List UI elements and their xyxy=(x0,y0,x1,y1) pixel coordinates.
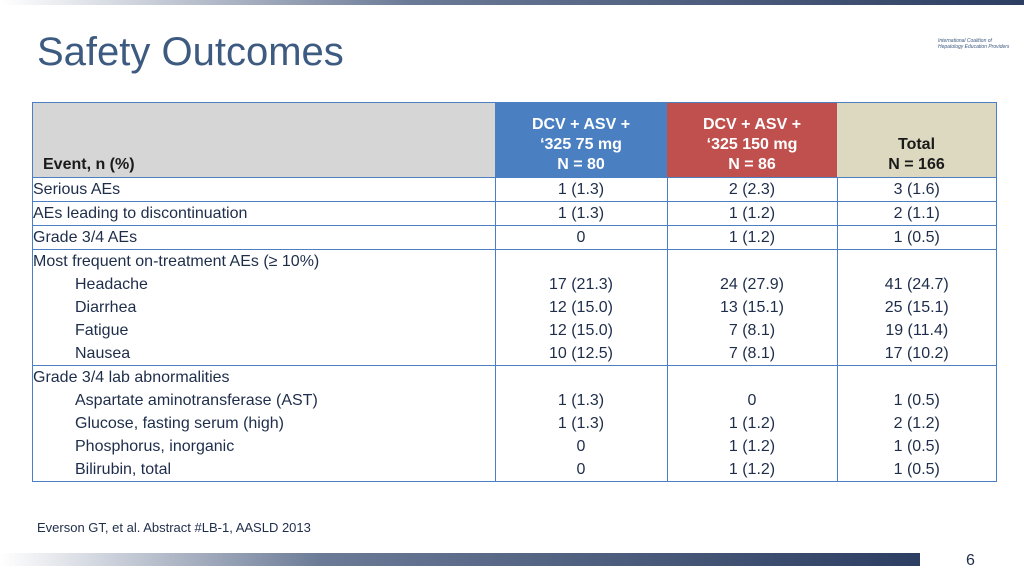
row-value-b xyxy=(666,365,838,389)
bottom-accent-bar xyxy=(0,553,920,566)
table-row: Fatigue 12 (15.0) 7 (8.1) 19 (11.4) xyxy=(32,319,997,342)
row-event: Fatigue xyxy=(32,319,496,342)
row-value-a: 1 (1.3) xyxy=(494,412,668,435)
row-value-total: 19 (11.4) xyxy=(836,319,997,342)
header-dcv-150mg: DCV + ASV + ‘325 150 mg N = 86 xyxy=(667,102,837,178)
row-event: Nausea xyxy=(32,342,496,366)
row-event: AEs leading to discontinuation xyxy=(32,201,496,226)
row-value-b: 1 (1.2) xyxy=(666,201,838,226)
row-value-a: 1 (1.3) xyxy=(494,177,668,202)
header-dcv-75mg-line2: ‘325 75 mg xyxy=(540,136,622,153)
row-value-a: 0 xyxy=(494,225,668,250)
row-value-total: 2 (1.2) xyxy=(836,412,997,435)
table-row: Aspartate aminotransferase (AST) 1 (1.3)… xyxy=(32,389,997,412)
row-event: Glucose, fasting serum (high) xyxy=(32,412,496,435)
row-value-b: 13 (15.1) xyxy=(666,296,838,319)
organization-logo: International Coalition of Hepatology Ed… xyxy=(938,38,1010,50)
row-event: Bilirubin, total xyxy=(32,458,496,482)
row-value-b: 1 (1.2) xyxy=(666,225,838,250)
row-value-a: 12 (15.0) xyxy=(494,319,668,342)
top-accent-bar xyxy=(0,0,1024,5)
row-value-b: 1 (1.2) xyxy=(666,435,838,458)
row-event: Most frequent on-treatment AEs (≥ 10%) xyxy=(32,249,496,273)
header-total: Total N = 166 xyxy=(837,102,997,178)
row-value-a xyxy=(494,249,668,273)
row-value-total: 2 (1.1) xyxy=(836,201,997,226)
table-row: Grade 3/4 lab abnormalities xyxy=(32,365,997,389)
row-value-total: 1 (0.5) xyxy=(836,389,997,412)
row-value-total: 41 (24.7) xyxy=(836,273,997,296)
row-value-a: 17 (21.3) xyxy=(494,273,668,296)
row-value-total: 1 (0.5) xyxy=(836,458,997,482)
table-row: Glucose, fasting serum (high) 1 (1.3) 1 … xyxy=(32,412,997,435)
row-value-total: 1 (0.5) xyxy=(836,225,997,250)
row-value-a: 12 (15.0) xyxy=(494,296,668,319)
header-dcv-150mg-line1: DCV + ASV + xyxy=(702,116,802,133)
row-value-b xyxy=(666,249,838,273)
table-row: Diarrhea 12 (15.0) 13 (15.1) 25 (15.1) xyxy=(32,296,997,319)
header-total-line1: Total xyxy=(897,136,936,153)
row-value-total: 1 (0.5) xyxy=(836,435,997,458)
row-value-total xyxy=(836,249,997,273)
header-dcv-75mg: DCV + ASV + ‘325 75 mg N = 80 xyxy=(495,102,667,178)
table-row: Most frequent on-treatment AEs (≥ 10%) xyxy=(32,249,997,273)
row-event: Grade 3/4 AEs xyxy=(32,225,496,250)
table-row: Grade 3/4 AEs 0 1 (1.2) 1 (0.5) xyxy=(32,225,997,250)
row-value-b: 7 (8.1) xyxy=(666,342,838,366)
row-event: Phosphorus, inorganic xyxy=(32,435,496,458)
row-value-b: 1 (1.2) xyxy=(666,412,838,435)
page-number: 6 xyxy=(966,552,975,569)
row-value-total: 17 (10.2) xyxy=(836,342,997,366)
row-event: Headache xyxy=(32,273,496,296)
row-event: Serious AEs xyxy=(32,177,496,202)
slide-title: Safety Outcomes xyxy=(37,30,344,74)
row-value-a: 1 (1.3) xyxy=(494,201,668,226)
table-row: Headache 17 (21.3) 24 (27.9) 41 (24.7) xyxy=(32,273,997,296)
row-value-total xyxy=(836,365,997,389)
table-row: AEs leading to discontinuation 1 (1.3) 1… xyxy=(32,201,997,226)
row-value-total: 3 (1.6) xyxy=(836,177,997,202)
row-value-a: 0 xyxy=(494,435,668,458)
safety-outcomes-table: Event, n (%) DCV + ASV + ‘325 75 mg N = … xyxy=(32,102,997,482)
table-row: Bilirubin, total 0 1 (1.2) 1 (0.5) xyxy=(32,458,997,482)
row-value-total: 25 (15.1) xyxy=(836,296,997,319)
table-header-row: Event, n (%) DCV + ASV + ‘325 75 mg N = … xyxy=(32,102,997,178)
row-value-a: 1 (1.3) xyxy=(494,389,668,412)
header-event: Event, n (%) xyxy=(32,102,495,178)
table-row: Nausea 10 (12.5) 7 (8.1) 17 (10.2) xyxy=(32,342,997,366)
row-value-a xyxy=(494,365,668,389)
table-row: Serious AEs 1 (1.3) 2 (2.3) 3 (1.6) xyxy=(32,177,997,202)
row-value-b: 1 (1.2) xyxy=(666,458,838,482)
row-value-b: 24 (27.9) xyxy=(666,273,838,296)
header-dcv-75mg-line3: N = 80 xyxy=(557,156,605,173)
row-value-b: 7 (8.1) xyxy=(666,319,838,342)
row-value-a: 10 (12.5) xyxy=(494,342,668,366)
row-value-a: 0 xyxy=(494,458,668,482)
header-total-line2: N = 166 xyxy=(888,156,945,173)
row-event: Diarrhea xyxy=(32,296,496,319)
row-event: Grade 3/4 lab abnormalities xyxy=(32,365,496,389)
header-dcv-75mg-line1: DCV + ASV + xyxy=(531,116,631,133)
row-value-b: 0 xyxy=(666,389,838,412)
header-dcv-150mg-line2: ‘325 150 mg xyxy=(706,136,798,153)
row-value-b: 2 (2.3) xyxy=(666,177,838,202)
table-row: Phosphorus, inorganic 0 1 (1.2) 1 (0.5) xyxy=(32,435,997,458)
row-event: Aspartate aminotransferase (AST) xyxy=(32,389,496,412)
header-dcv-150mg-line3: N = 86 xyxy=(728,156,776,173)
citation: Everson GT, et al. Abstract #LB-1, AASLD… xyxy=(37,520,311,535)
